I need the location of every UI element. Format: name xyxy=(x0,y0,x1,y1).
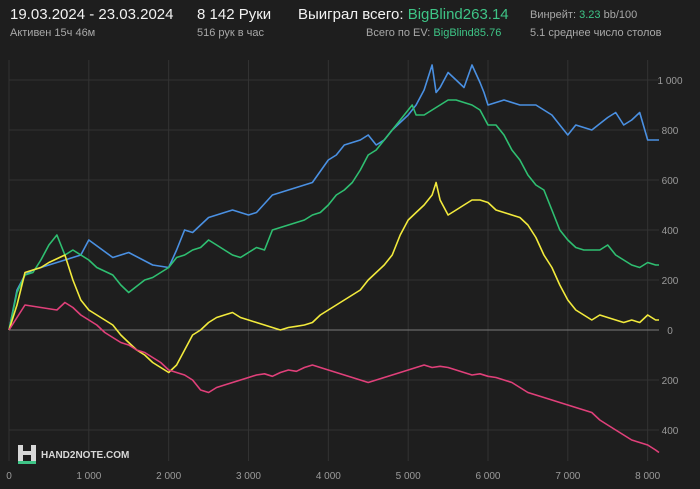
hands-per-hour: 516 рук в час xyxy=(197,27,265,39)
winrate: Винрейт: 3.23 bb/100 xyxy=(530,9,637,21)
won-total: Выиграл всего: BigBlind263.14 xyxy=(298,6,509,23)
x-tick-label: 4 000 xyxy=(316,471,341,482)
chart-series xyxy=(8,64,660,454)
y-tick-label: 0 xyxy=(667,326,673,337)
y-tick-label: 800 xyxy=(662,126,679,137)
series-line-green xyxy=(8,99,659,331)
x-tick-label: 1 000 xyxy=(76,471,101,482)
y-tick-label: 400 xyxy=(662,426,679,437)
y-tick-label: 1 000 xyxy=(657,76,682,87)
won-label: Выиграл всего: xyxy=(298,6,404,23)
hand2note-logo: HAND2NOTE.COM xyxy=(18,445,129,464)
winrate-label: Винрейт: xyxy=(530,9,577,21)
winnings-chart: 0 1 000 2 000 3 000 4 000 5 000 6 000 7 000 8 00… xyxy=(6,60,683,482)
logo-text: HAND2NOTE.COM xyxy=(41,450,129,461)
won-value: BigBlind263.14 xyxy=(407,6,509,23)
y-tick-label: 400 xyxy=(662,226,679,237)
x-tick-label: 2 000 xyxy=(156,471,181,482)
winrate-value: 3.23 xyxy=(579,9,601,21)
x-tick-label: 6 000 xyxy=(475,471,500,482)
active-time: Активен 15ч 46м xyxy=(10,27,96,39)
y-tick-label: 200 xyxy=(662,376,679,387)
x-tick-label: 5 000 xyxy=(396,471,421,482)
x-tick-label: 8 000 xyxy=(635,471,660,482)
series-line-yellow xyxy=(8,181,659,374)
chart-grid xyxy=(8,60,659,461)
ev-value: BigBlind85.76 xyxy=(433,27,502,39)
series-line-red xyxy=(8,301,660,454)
ev-total: Всего по EV: BigBlind85.76 xyxy=(366,27,501,39)
date-range: 19.03.2024 - 23.03.2024 xyxy=(10,6,174,23)
y-tick-label: 200 xyxy=(662,276,679,287)
y-tick-label: 600 xyxy=(662,176,679,187)
winrate-suffix: bb/100 xyxy=(603,9,638,21)
x-tick-label: 3 000 xyxy=(236,471,261,482)
x-axis-ticks: 0 1 000 2 000 3 000 4 000 5 000 6 000 7 000 8 00… xyxy=(6,471,660,482)
hands-count: 8 142 Руки xyxy=(197,6,272,23)
hand2note-logo-icon xyxy=(18,445,36,464)
ev-label: Всего по EV: xyxy=(366,27,431,39)
x-tick-label: 0 xyxy=(6,471,12,482)
avg-tables: 5.1 среднее число столов xyxy=(530,27,662,39)
y-axis-ticks: 400 200 0 200 400 600 800 1 000 xyxy=(657,76,682,437)
summary-header: 19.03.2024 - 23.03.2024 Активен 15ч 46м … xyxy=(0,0,700,46)
x-tick-label: 7 000 xyxy=(555,471,580,482)
